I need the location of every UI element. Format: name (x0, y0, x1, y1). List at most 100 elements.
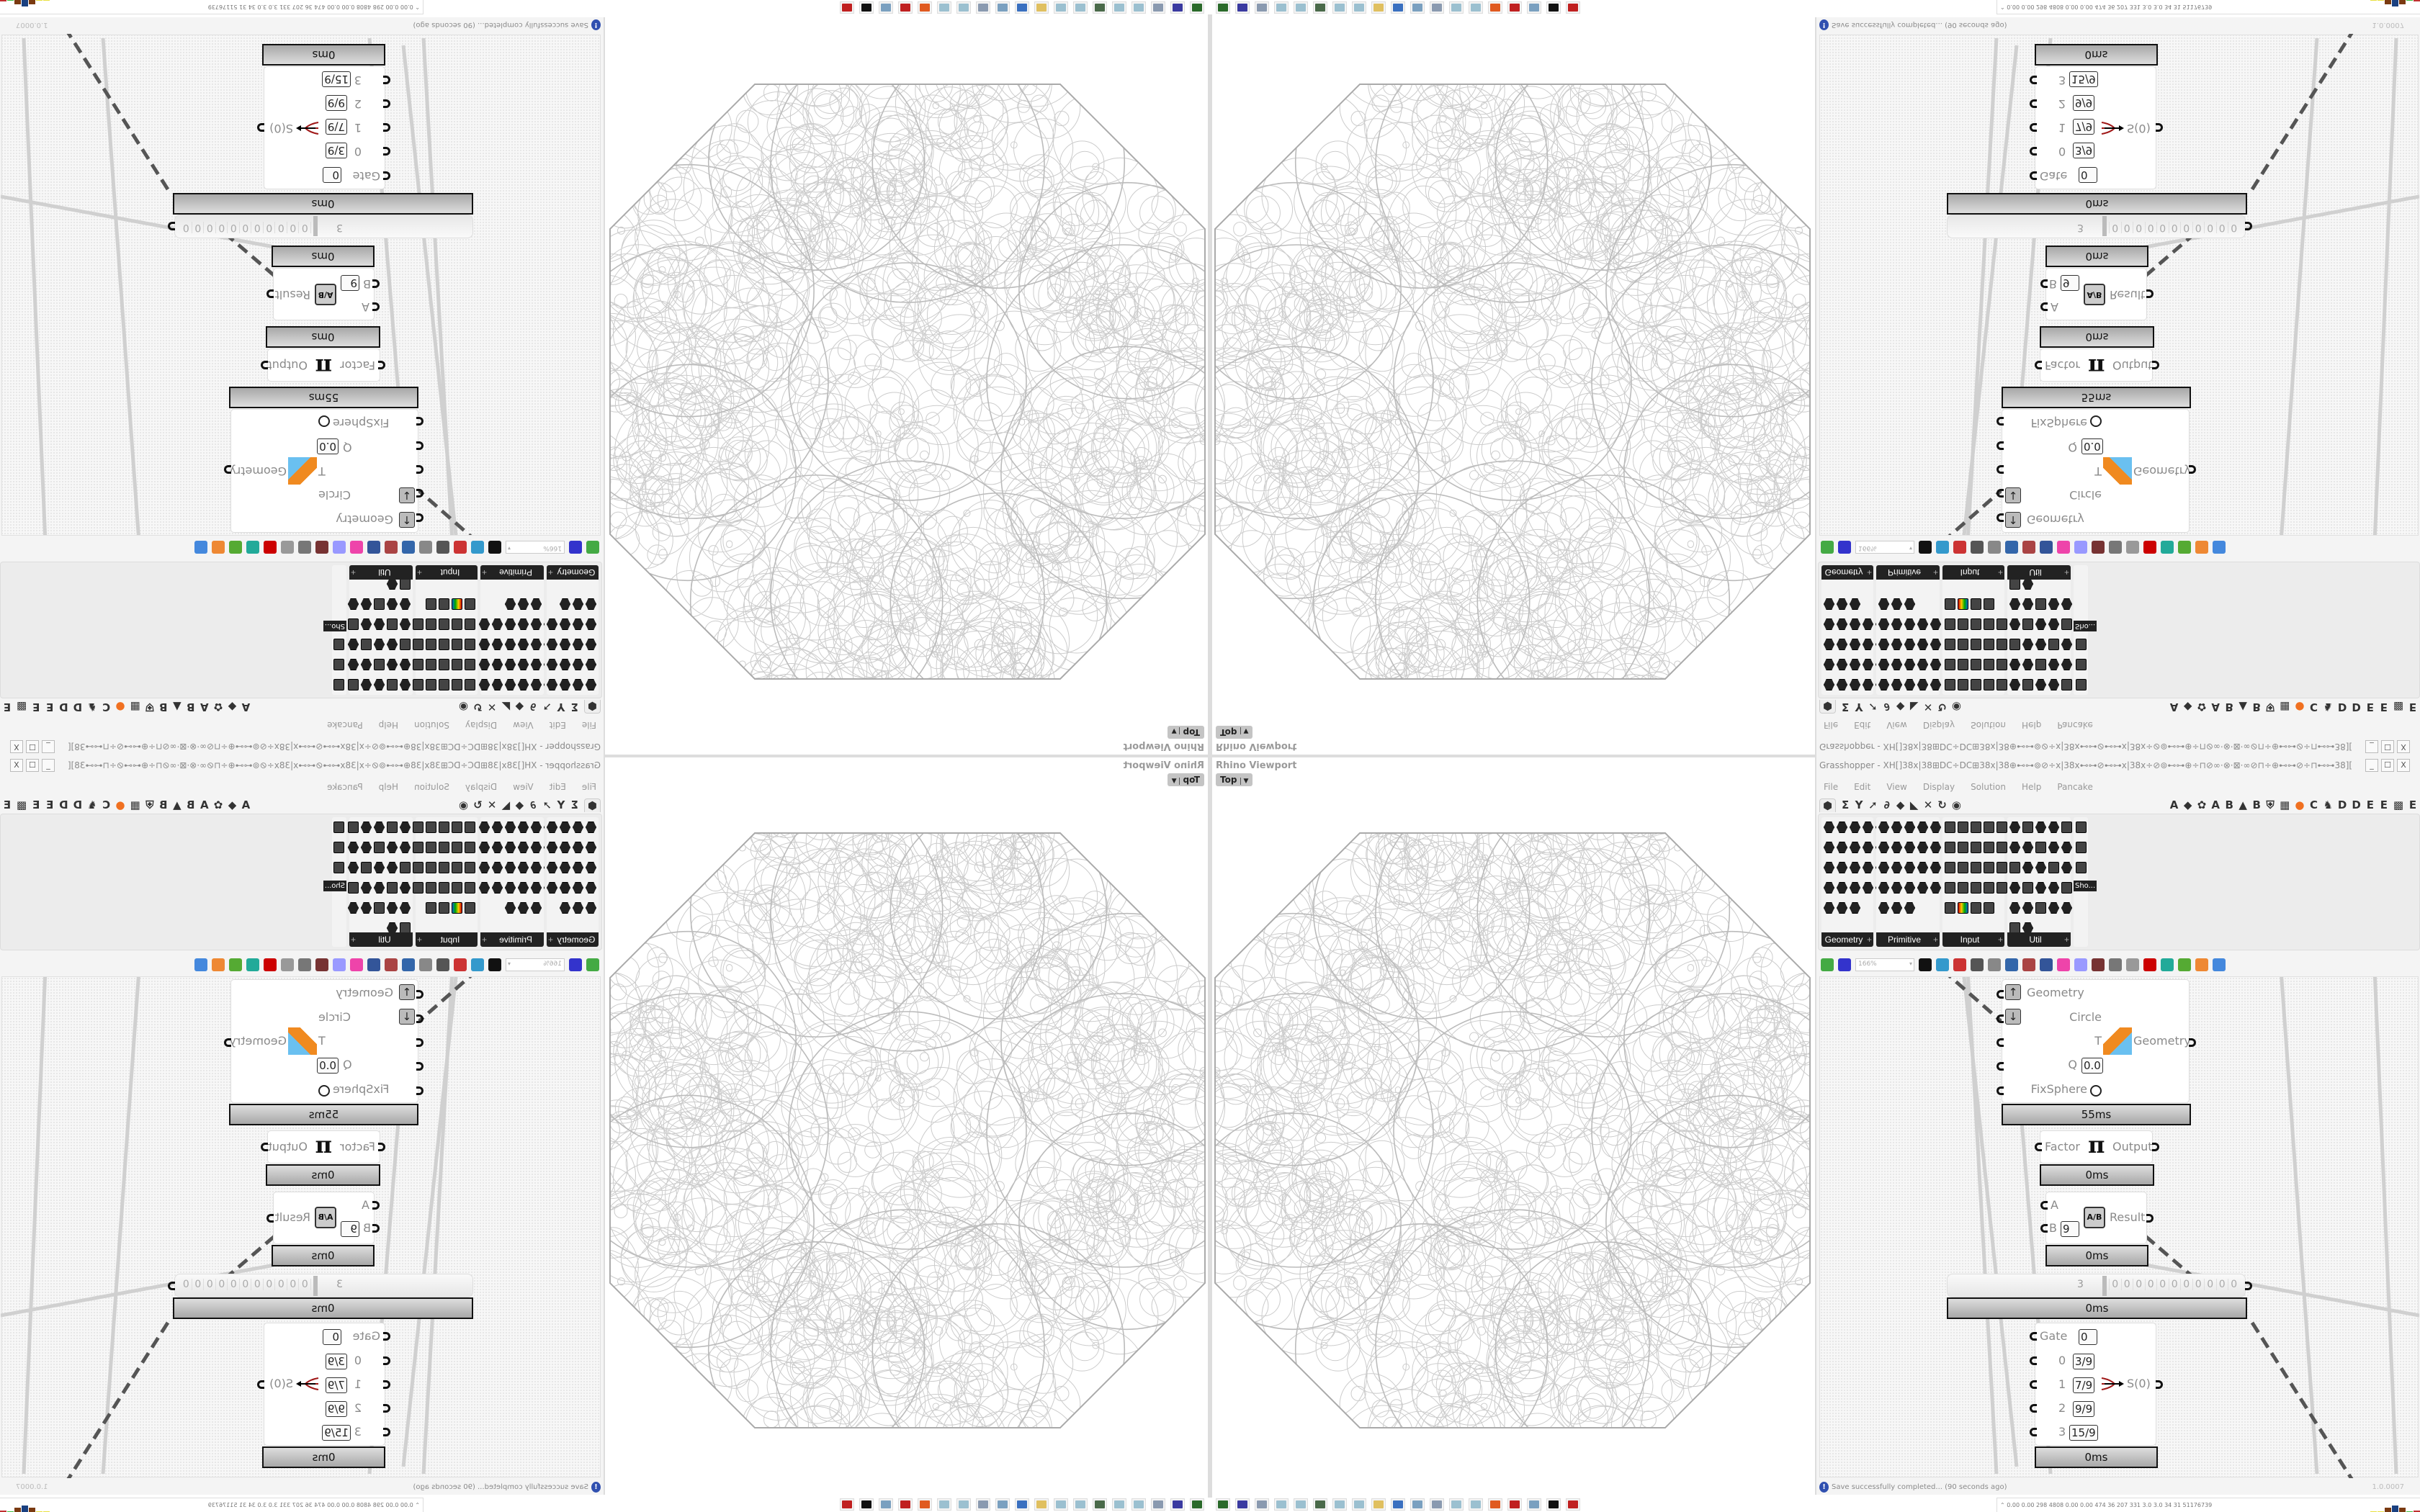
input-component-icon[interactable] (1996, 618, 2007, 630)
input-component-icon[interactable] (1945, 842, 1955, 853)
input-component-icon[interactable] (426, 598, 436, 610)
util-component-icon[interactable] (2022, 862, 2033, 873)
input-component-icon[interactable] (439, 659, 449, 670)
primitive-component-icon[interactable] (1930, 679, 1941, 690)
primitive-component-icon[interactable] (492, 679, 503, 690)
input-component-icon[interactable] (439, 882, 449, 894)
gate-value[interactable]: 0 (2079, 167, 2097, 183)
expand-plus-icon[interactable]: + (351, 567, 357, 577)
menu-view[interactable]: View (1886, 782, 1907, 792)
ribbon-group-label[interactable]: Input + (1942, 932, 2004, 947)
geometry-component-icon[interactable] (586, 822, 596, 833)
input-value[interactable]: 15/9 (2069, 1425, 2098, 1441)
input-grip[interactable] (2030, 171, 2037, 180)
rhino-icon[interactable] (1546, 1498, 1561, 1511)
tab-crystal-icon[interactable]: ◆ (2183, 701, 2192, 714)
open-file-icon[interactable] (586, 541, 599, 554)
geometry-component-icon[interactable] (547, 639, 557, 650)
teal-shape-icon[interactable] (246, 541, 259, 554)
primitive-component-icon[interactable] (479, 822, 490, 833)
geometry-component-icon[interactable] (547, 862, 557, 873)
package-icon[interactable] (350, 541, 363, 554)
tab-orange-circle-icon[interactable]: ● (115, 798, 125, 811)
script-icon[interactable] (1255, 1, 1269, 14)
kangaroo-solver-node[interactable]: ↑ ↓ Geometry Circle T Q 0.0 FixSphere Ge… (224, 979, 424, 1103)
tab-sets-icon[interactable]: Y (557, 701, 565, 714)
floppy-64-icon[interactable] (1170, 1, 1185, 14)
sho-component-icon[interactable] (2076, 679, 2087, 690)
util-component-icon[interactable] (2061, 618, 2072, 630)
monitor-icon[interactable] (1313, 1, 1327, 14)
chevron-down-icon[interactable]: ▾ (508, 545, 511, 552)
util-component-icon[interactable] (2009, 842, 2020, 853)
input-component-icon[interactable] (413, 618, 424, 630)
input-value[interactable]: 15/9 (2069, 71, 2098, 87)
primitive-component-icon[interactable] (1930, 659, 1941, 670)
input-component-icon[interactable] (1971, 639, 1981, 650)
input-grip[interactable] (2030, 123, 2037, 132)
b-value[interactable]: 9 (2061, 1221, 2079, 1237)
tab-tab-d2[interactable]: D (2352, 798, 2361, 811)
script-icon[interactable] (1255, 1498, 1269, 1511)
arrow-up-icon[interactable]: ↑ (2005, 984, 2021, 1000)
tab-params-icon[interactable]: ⬢ (583, 700, 601, 714)
arrow-down-icon[interactable]: ↓ (399, 1009, 415, 1025)
primitive-component-icon[interactable] (1891, 862, 1902, 873)
primitive-component-icon[interactable] (531, 822, 542, 833)
primitive-component-icon[interactable] (492, 862, 503, 873)
input-component-icon[interactable] (1958, 639, 1968, 650)
input-component-icon[interactable] (1958, 679, 1968, 690)
b-value[interactable]: 9 (2061, 275, 2079, 291)
input-grip[interactable] (1996, 489, 2004, 498)
preview-off-icon[interactable] (298, 541, 311, 554)
geometry-component-icon[interactable] (573, 882, 583, 894)
grasshopper-canvas[interactable]: ↑ ↓ Geometry Circle T Q 0.0 FixSphere Ge… (1, 976, 601, 1478)
tab-transform-icon[interactable]: ↻ (473, 798, 483, 811)
input-component-icon[interactable] (452, 882, 462, 894)
geometry-component-icon[interactable] (573, 862, 583, 873)
notepad-icon[interactable] (1112, 1, 1126, 14)
tab-maths-icon[interactable]: Σ (570, 701, 579, 714)
util-component-icon[interactable] (400, 882, 411, 894)
gate-value[interactable]: 0 (323, 1329, 341, 1345)
tab-tab-a2[interactable]: A (200, 701, 209, 714)
orange-sphere-icon[interactable] (2195, 541, 2208, 554)
script-icon[interactable] (1151, 1, 1165, 14)
util-component-icon[interactable] (2061, 598, 2072, 610)
grasshopper-canvas[interactable]: ↑ ↓ Geometry Circle T Q 0.0 FixSphere Ge… (1, 34, 601, 536)
close-button[interactable]: X (10, 740, 23, 753)
tab-dotted-square-icon[interactable]: ▩ (17, 798, 27, 811)
input-component-icon[interactable] (452, 842, 462, 853)
teal-shape-icon[interactable] (2161, 541, 2174, 554)
primitive-component-icon[interactable] (518, 822, 529, 833)
q-value[interactable]: 0.0 (317, 438, 339, 454)
util-component-icon[interactable] (348, 902, 359, 914)
input-component-icon[interactable] (1945, 882, 1955, 894)
q-value[interactable]: 0.0 (317, 1058, 339, 1074)
maximize-button[interactable]: ☐ (2381, 759, 2394, 772)
primitive-component-icon[interactable] (531, 618, 542, 630)
preview-eye-icon[interactable] (1936, 958, 1949, 971)
util-component-icon[interactable] (348, 639, 359, 650)
input-grip[interactable] (2030, 1404, 2037, 1413)
script-icon[interactable] (1151, 1498, 1165, 1511)
slider-handle[interactable] (2102, 1276, 2107, 1296)
input-component-icon[interactable] (465, 842, 475, 853)
input-value[interactable]: 3/9 (2073, 1354, 2095, 1369)
util-component-icon[interactable] (387, 618, 398, 630)
shaded-icon[interactable] (2143, 958, 2156, 971)
util-component-icon[interactable] (361, 822, 372, 833)
expand-plus-icon[interactable]: + (548, 567, 554, 577)
geometry-component-icon[interactable] (1837, 862, 1847, 873)
tab-mountain-icon[interactable]: ▲ (173, 701, 182, 714)
input-value[interactable]: 3/9 (2073, 143, 2095, 158)
tab-transform-icon[interactable]: ↻ (1937, 701, 1947, 714)
input-component-icon[interactable] (1984, 618, 1994, 630)
util-component-icon[interactable] (374, 639, 385, 650)
view-dropdown[interactable]: Top▼ (1216, 773, 1253, 786)
control-panel-icon[interactable] (1015, 1, 1029, 14)
util-component-icon[interactable] (400, 902, 411, 914)
tab-tab-d[interactable]: D (2337, 798, 2347, 811)
green-shape-icon[interactable] (229, 958, 242, 971)
menu-solution[interactable]: Solution (1971, 720, 2006, 730)
